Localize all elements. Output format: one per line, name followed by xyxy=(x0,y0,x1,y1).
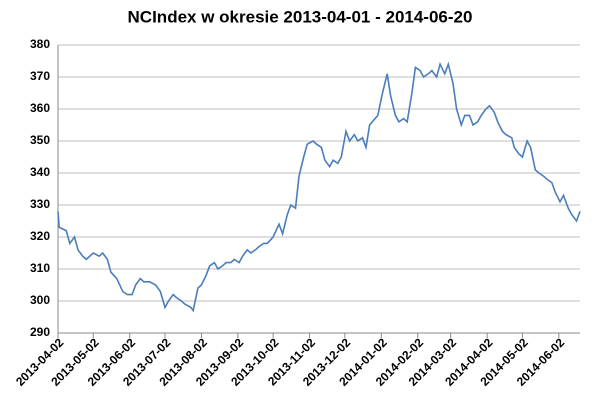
y-tick-label: 300 xyxy=(30,293,50,307)
y-tick-label: 350 xyxy=(30,133,50,147)
chart-title: NCIndex w okresie 2013-04-01 - 2014-06-2… xyxy=(128,7,473,26)
line xyxy=(57,61,581,313)
y-tick-label: 320 xyxy=(30,229,50,243)
y-tick-label: 340 xyxy=(30,165,50,179)
y-tick-label: 290 xyxy=(30,325,50,339)
y-tick-label: 360 xyxy=(30,101,50,115)
y-tick-label: 380 xyxy=(30,37,50,51)
y-tick-label: 310 xyxy=(30,261,50,275)
y-tick-label: 330 xyxy=(30,197,50,211)
y-tick-label: 370 xyxy=(30,69,50,83)
